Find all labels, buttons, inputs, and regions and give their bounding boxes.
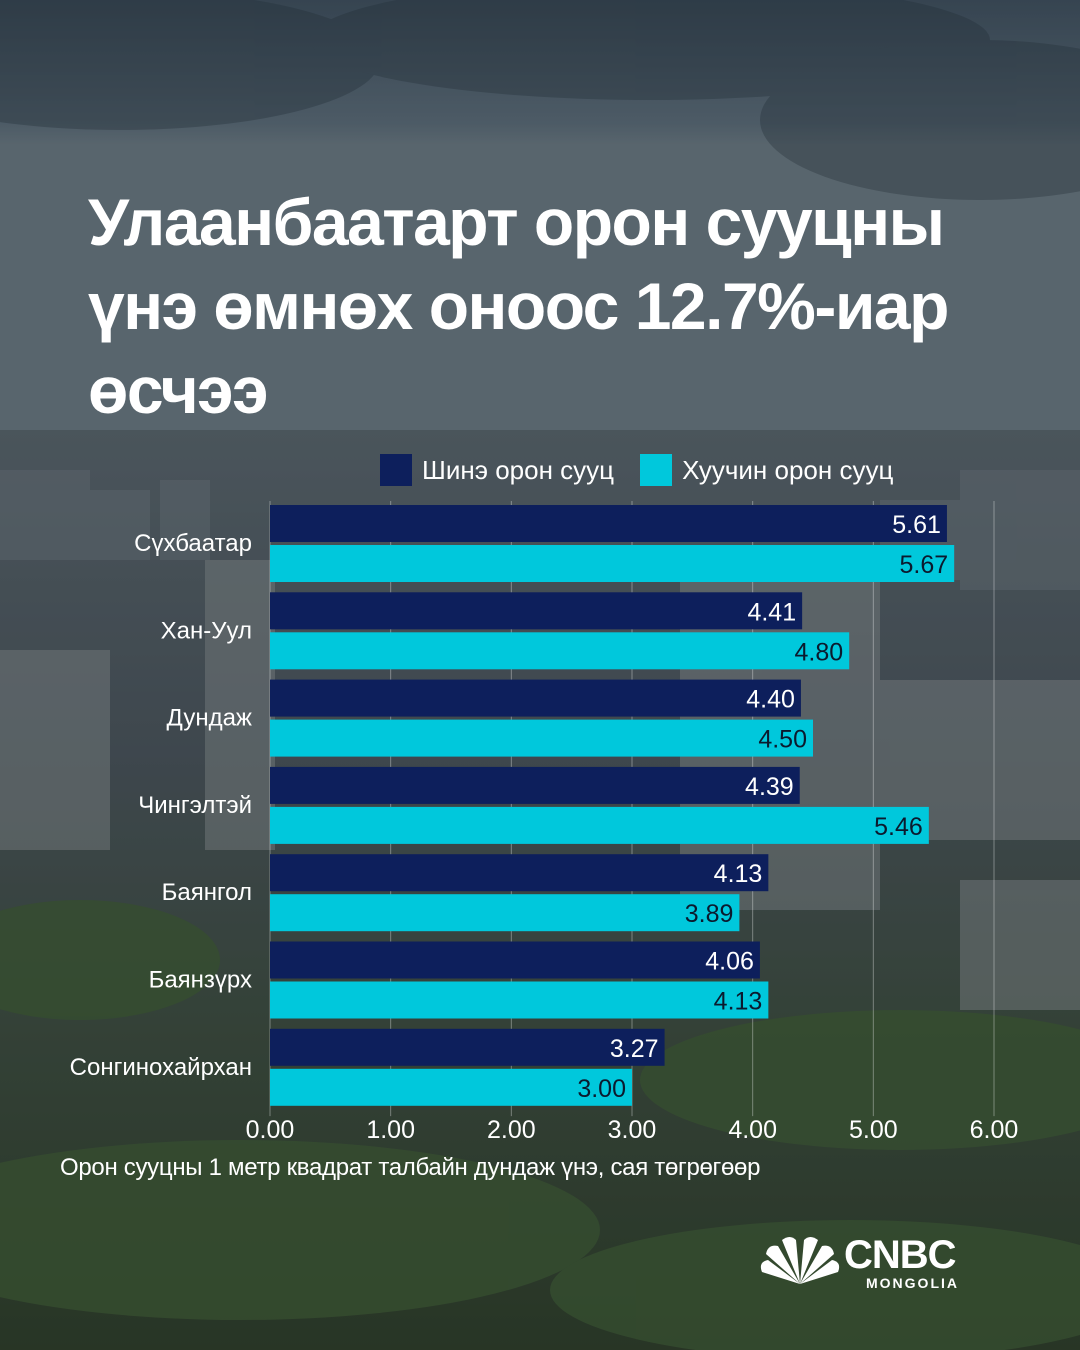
data-label: 3.89 <box>685 900 734 928</box>
category-label: Баянгол <box>162 879 252 906</box>
x-tick-label: 0.00 <box>246 1116 295 1144</box>
data-label: 5.61 <box>892 511 941 539</box>
chart-legend: Шинэ орон сууц Хуучин орон сууц <box>380 454 893 486</box>
category-label: Сүхбаатар <box>134 530 252 557</box>
legend-swatch-new <box>380 454 412 486</box>
data-label: 5.67 <box>900 551 949 579</box>
bar-new <box>270 941 760 979</box>
bar-old <box>270 806 929 844</box>
bar-new <box>270 592 803 630</box>
data-label: 4.13 <box>714 988 763 1016</box>
data-label: 4.41 <box>747 598 796 626</box>
category-label: Баянзүрх <box>149 967 252 994</box>
legend-item-old: Хуучин орон сууц <box>640 454 893 486</box>
bar-old <box>270 1068 632 1106</box>
bar-old <box>270 719 813 757</box>
legend-item-new: Шинэ орон сууц <box>380 454 614 486</box>
x-tick-label: 2.00 <box>487 1116 536 1144</box>
data-label: 4.50 <box>758 726 807 754</box>
legend-label-new: Шинэ орон сууц <box>422 454 615 485</box>
x-tick-label: 3.00 <box>608 1116 657 1144</box>
category-label: Чингэлтэй <box>138 792 252 819</box>
data-label: 4.13 <box>714 860 763 888</box>
bar-old <box>270 545 955 582</box>
chart-title: Улаанбаатарт орон сууцны үнэ өмнөх оноос… <box>88 185 949 427</box>
data-label: 4.39 <box>745 773 794 801</box>
bar-old <box>270 981 769 1019</box>
legend-swatch-old <box>640 454 673 486</box>
data-label: 3.00 <box>577 1075 626 1103</box>
cnbc-logo: CNBC MONGOLIA <box>760 1233 959 1291</box>
x-tick-label: 5.00 <box>849 1116 898 1144</box>
logo-subtext: MONGOLIA <box>866 1275 959 1291</box>
bar-old <box>270 632 850 670</box>
data-label: 3.27 <box>610 1035 659 1063</box>
data-label: 4.80 <box>795 638 844 666</box>
bar-new <box>270 1028 665 1066</box>
legend-label-old: Хуучин орон сууц <box>682 454 894 485</box>
peacock-icon <box>760 1237 840 1284</box>
bar-new <box>270 505 947 542</box>
x-tick-label: 4.00 <box>728 1116 777 1144</box>
data-label: 4.40 <box>746 686 795 714</box>
x-tick-label: 6.00 <box>970 1116 1019 1144</box>
bar-new <box>270 766 800 804</box>
data-label: 4.06 <box>705 948 754 976</box>
category-label: Дундаж <box>167 705 252 732</box>
bar-old <box>270 894 740 932</box>
bar-new <box>270 679 801 717</box>
category-label: Сонгинохайрхан <box>70 1054 252 1081</box>
logo-text: CNBC <box>844 1233 956 1277</box>
category-label: Хан-Уул <box>161 617 252 644</box>
data-label: 5.46 <box>874 813 923 841</box>
chart-caption: Орон сууцны 1 метр квадрат талбайн дунда… <box>60 1154 761 1181</box>
bar-new <box>270 854 769 892</box>
x-tick-label: 1.00 <box>366 1116 415 1144</box>
